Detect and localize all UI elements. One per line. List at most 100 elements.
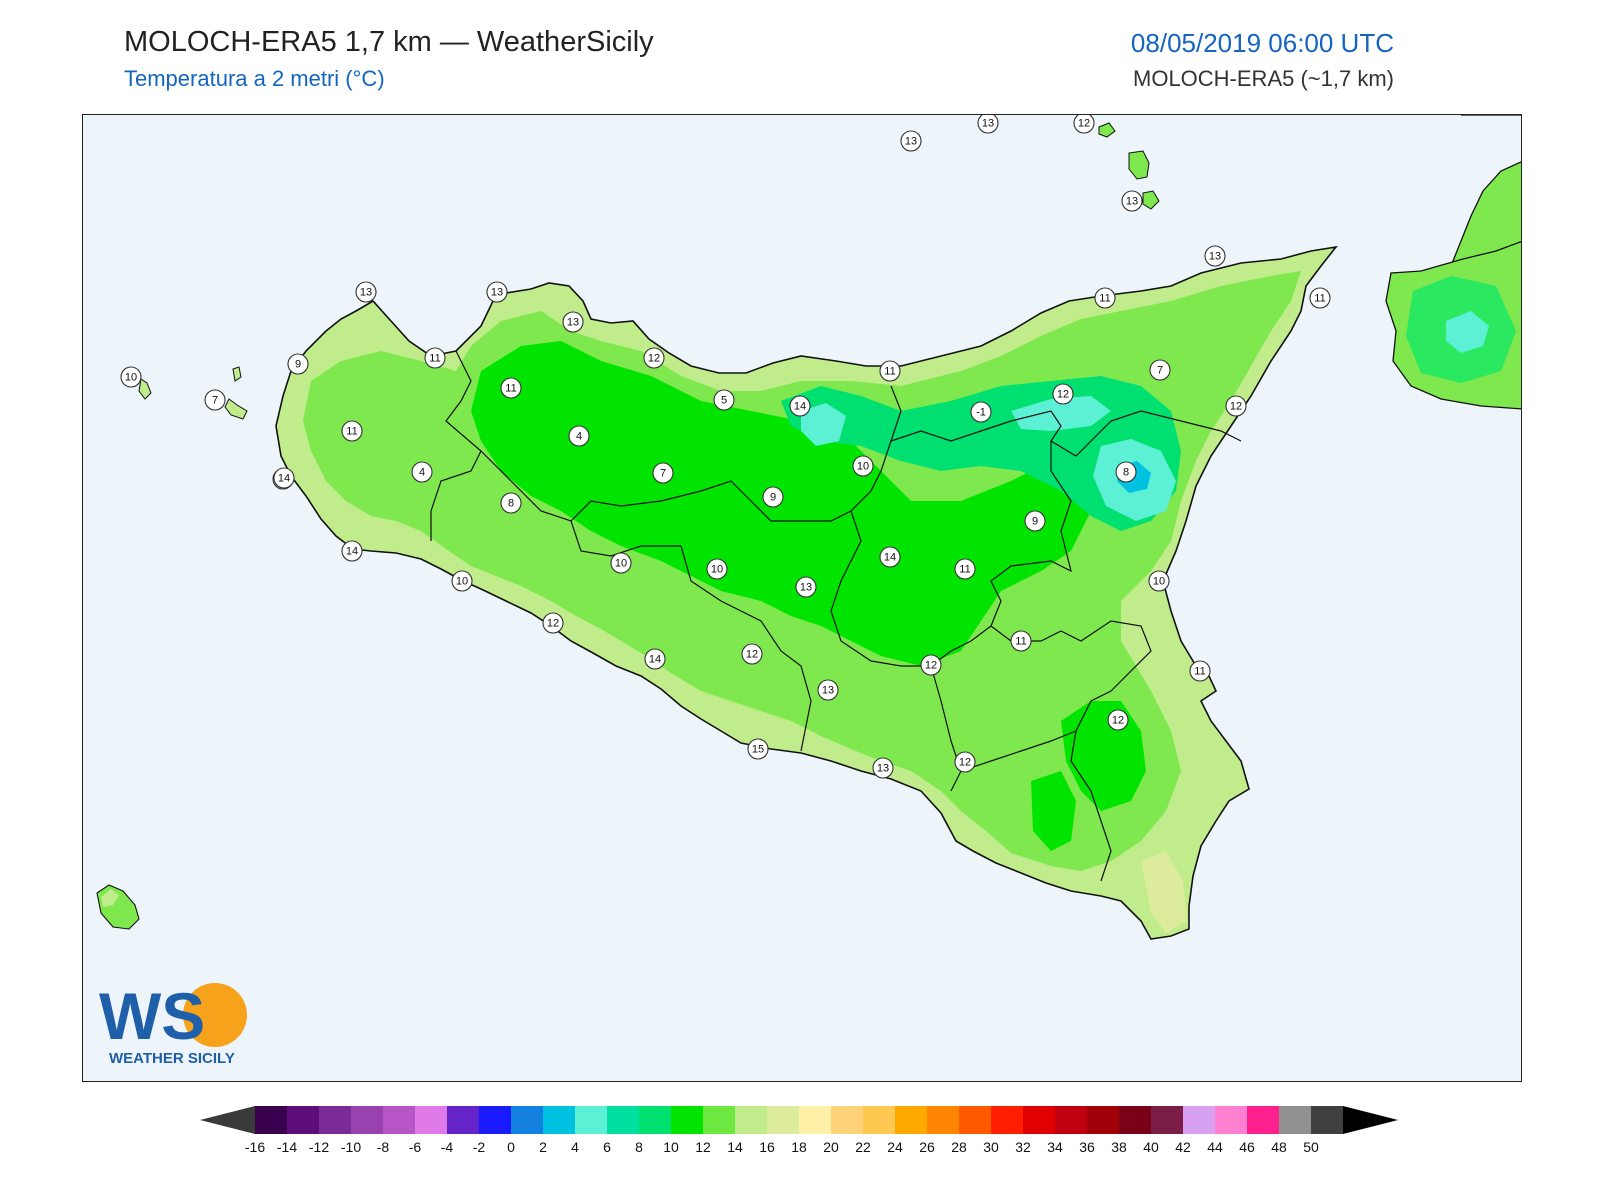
station-value-text: 4 <box>576 431 582 443</box>
station-value: 13 <box>817 679 839 701</box>
island-salina <box>1128 150 1150 180</box>
colorbar-swatch <box>447 1106 479 1134</box>
colorbar-swatch <box>415 1106 447 1134</box>
station-value: 11 <box>1010 630 1032 652</box>
colorbar-tick-label: 20 <box>823 1139 839 1155</box>
colorbar-tick-label: 42 <box>1175 1139 1191 1155</box>
station-value: 9 <box>287 353 309 375</box>
station-value: 7 <box>1149 359 1171 381</box>
station-value: 10 <box>451 570 473 592</box>
zone-yellowish-se <box>1141 851 1187 933</box>
colorbar-tick-label: 18 <box>791 1139 807 1155</box>
colorbar-swatch <box>639 1106 671 1134</box>
colorbar-swatch <box>1183 1106 1215 1134</box>
colorbar-tick-label: 24 <box>887 1139 903 1155</box>
island-stromboli <box>1098 122 1116 138</box>
station-value: 10 <box>120 366 142 388</box>
colorbar-swatch <box>927 1106 959 1134</box>
station-value: 8 <box>1115 461 1137 483</box>
province-borders <box>430 350 1242 882</box>
station-value-text: 15 <box>752 744 764 756</box>
station-value-text: 11 <box>1314 293 1325 305</box>
station-value-text: 12 <box>925 660 937 672</box>
station-value-text: 14 <box>649 654 661 666</box>
colorbar-tick-label: 34 <box>1047 1139 1063 1155</box>
colorbar-tick-label: -2 <box>473 1139 486 1155</box>
station-value-text: 11 <box>1015 636 1026 648</box>
logo-wordmark: WEATHER SICILY <box>109 1050 235 1067</box>
colorbar-swatch <box>1215 1106 1247 1134</box>
station-value-text: 12 <box>959 757 971 769</box>
temperature-map: 13 13 12 13 13 11 11 12 13 13 11 13 12 10 7 9 11 5 8 11 4 4 7 1… <box>83 115 1521 1081</box>
colorbar-swatch <box>1087 1106 1119 1134</box>
station-value: 11 <box>500 377 522 399</box>
colorbar-tick-label: 12 <box>695 1139 711 1155</box>
station-value: 9 <box>762 486 784 508</box>
station-value: 13 <box>355 281 377 303</box>
station-value: 11 <box>879 360 901 382</box>
station-value: 14 <box>644 648 666 670</box>
station-value-text: 11 <box>959 564 970 576</box>
colorbar-tick-label: -4 <box>441 1139 454 1155</box>
station-value: 11 <box>1189 660 1211 682</box>
island-vulcano <box>1142 190 1160 210</box>
colorbar-swatch <box>255 1106 287 1134</box>
colorbar-ticks: -16 -14 -12 -10 -8 -6 -4 -2 0 2 4 6 8 10 12 14 16 18 20 22 2… <box>245 1139 1319 1155</box>
colorbar-tick-label: 26 <box>919 1139 935 1155</box>
station-value-text: 13 <box>1209 251 1221 263</box>
station-value: 4 <box>568 425 590 447</box>
colorbar-swatch <box>543 1106 575 1134</box>
station-value: 11 <box>954 558 976 580</box>
colorbar-tick-label: -14 <box>277 1139 297 1155</box>
station-value: 11 <box>1309 287 1331 309</box>
station-value-text: 11 <box>1099 293 1110 305</box>
station-value-text: 11 <box>429 353 440 365</box>
colorbar-tick-label: 50 <box>1303 1139 1319 1155</box>
colorbar-swatch <box>1311 1106 1343 1134</box>
station-value-text: 11 <box>884 366 895 378</box>
logo-sun <box>183 983 247 1047</box>
station-value-text: 11 <box>505 383 516 395</box>
station-value: 12 <box>954 751 976 773</box>
station-value-text: 10 <box>857 461 869 473</box>
station-value: 14 <box>789 395 811 417</box>
station-value: 12 <box>1107 709 1129 731</box>
colorbar-swatch <box>511 1106 543 1134</box>
colorbar-swatch <box>703 1106 735 1134</box>
colorbar-swatch <box>863 1106 895 1134</box>
colorbar-tick-label: 30 <box>983 1139 999 1155</box>
station-value: 5 <box>713 389 735 411</box>
map-subtitle: Temperatura a 2 metri (°C) <box>124 66 385 91</box>
colorbar-over-arrow <box>1343 1106 1398 1134</box>
station-value-text: 7 <box>1157 365 1163 377</box>
station-value-text: 12 <box>1057 389 1069 401</box>
logo-letters: WS <box>99 979 205 1053</box>
station-value: 12 <box>1073 115 1095 134</box>
colorbar-swatch <box>831 1106 863 1134</box>
map-title: MOLOCH-ERA5 1,7 km — WeatherSicily <box>124 26 654 58</box>
station-value-text: 11 <box>1194 666 1205 678</box>
station-value-text: 12 <box>1112 715 1124 727</box>
station-value-text: 12 <box>746 649 758 661</box>
station-value: 10 <box>852 455 874 477</box>
colorbar-swatch <box>767 1106 799 1134</box>
colorbar-under-arrow <box>200 1106 255 1134</box>
station-value: 12 <box>1052 383 1074 405</box>
island-favignana <box>224 398 248 420</box>
colorbar-swatch <box>607 1106 639 1134</box>
station-value-text: 14 <box>884 552 896 564</box>
colorbar-swatch <box>1279 1106 1311 1134</box>
station-value-text: 13 <box>360 287 372 299</box>
station-value-text: 10 <box>125 372 137 384</box>
colorbar-tick-label: -10 <box>341 1139 361 1155</box>
station-value-text: 4 <box>419 467 425 479</box>
station-value-text: 13 <box>491 287 503 299</box>
station-value: 14 <box>879 546 901 568</box>
station-value: 11 <box>1094 287 1116 309</box>
station-value-text: 10 <box>1153 576 1165 588</box>
colorbar-swatch <box>1055 1106 1087 1134</box>
station-value: 7 <box>204 389 226 411</box>
colorbar-swatch <box>799 1106 831 1134</box>
station-value-text: 14 <box>794 401 806 413</box>
colorbar: -16 -14 -12 -10 -8 -6 -4 -2 0 2 4 6 8 10 12 14 16 18 20 22 2… <box>200 1106 1398 1155</box>
